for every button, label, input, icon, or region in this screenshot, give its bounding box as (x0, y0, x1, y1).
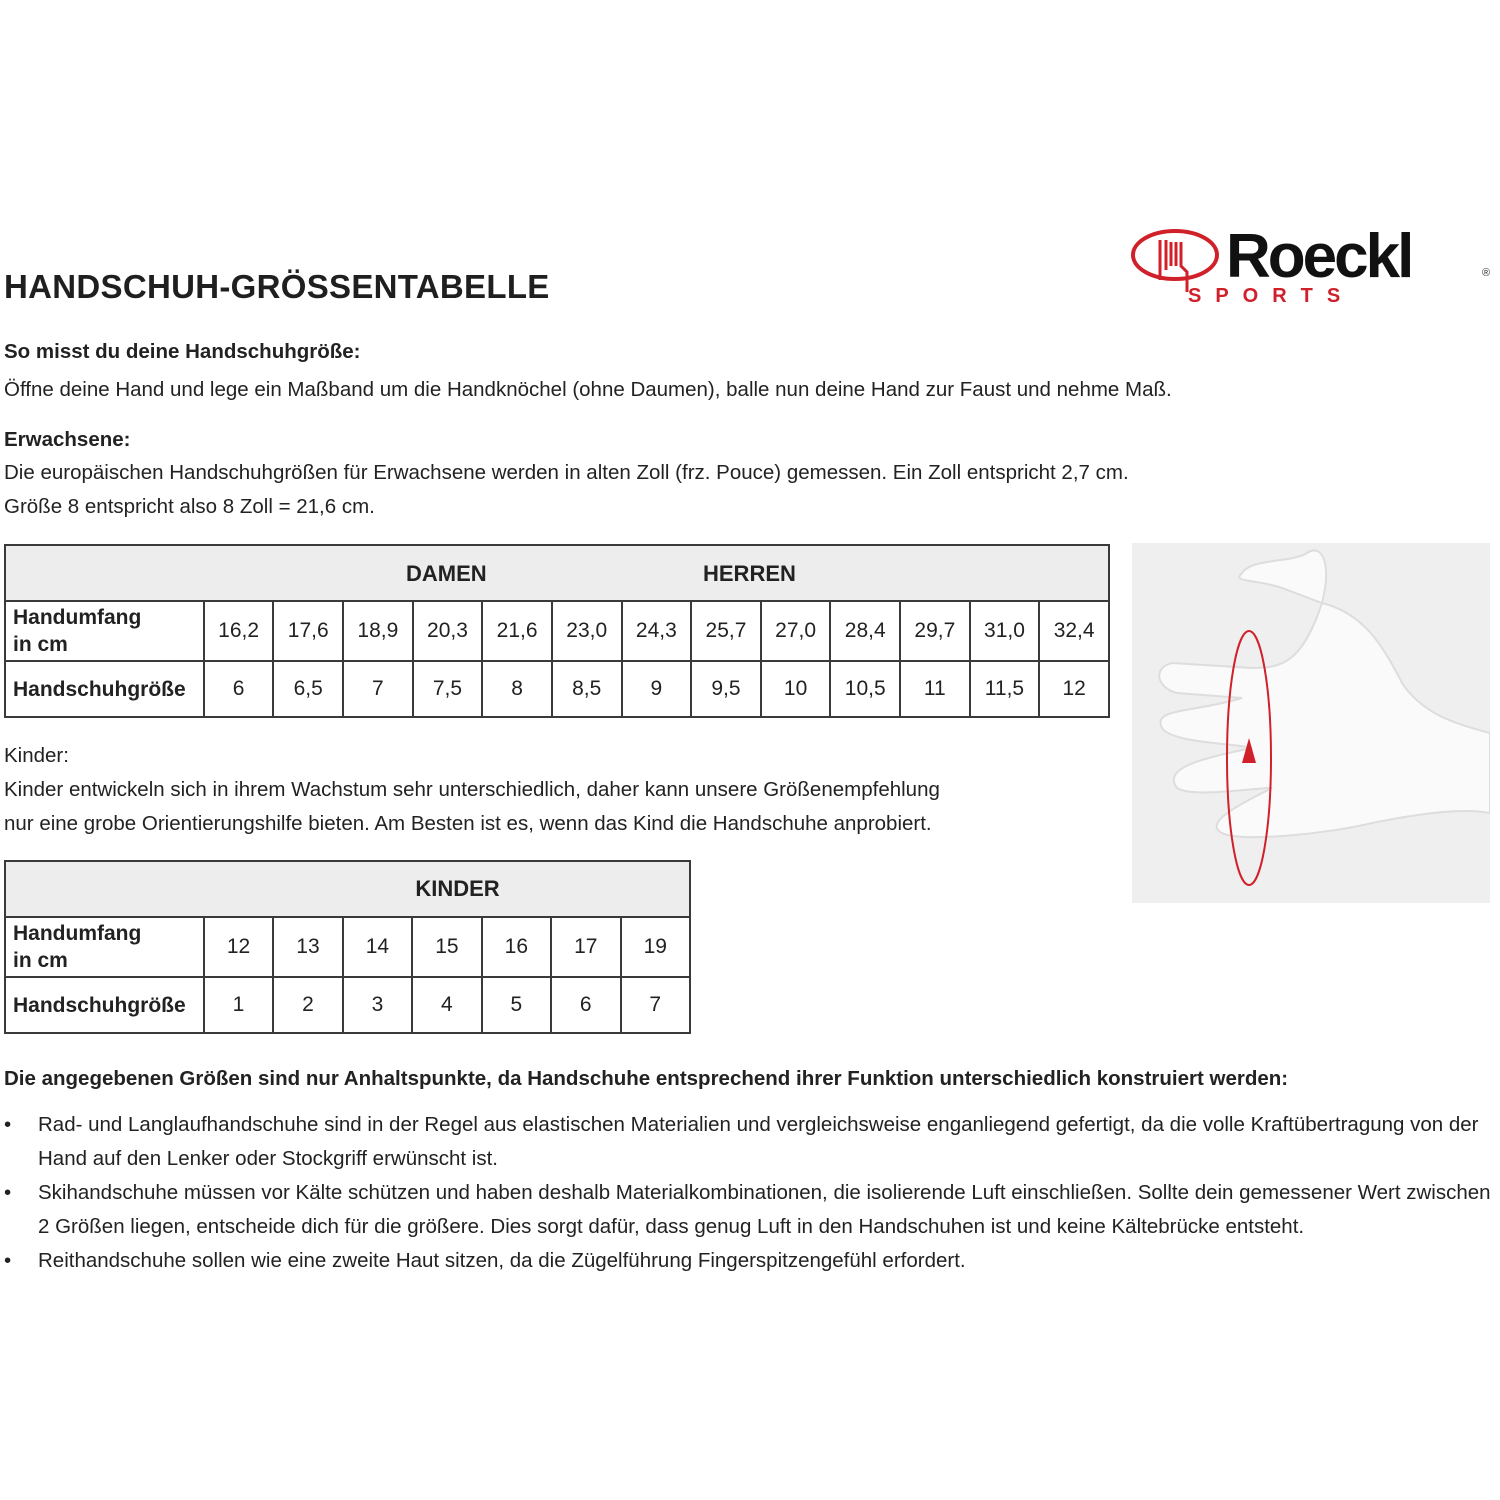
sizes-cell: 10 (759, 660, 832, 718)
sizes-cell: 1 (202, 976, 275, 1034)
sizes-cell: 7 (619, 976, 691, 1034)
roeckl-logo: Roeckl ® SPORTS (1130, 222, 1495, 307)
circumference-cell: 14 (341, 916, 414, 978)
sizes-cell: 4 (411, 976, 483, 1034)
row-label-circumference: Handumfang in cm (4, 600, 205, 662)
circumference-cell: 16 (480, 916, 553, 978)
sizes-cell: 7 (342, 660, 414, 718)
circumference-cell: 27,0 (759, 600, 832, 662)
row-label-circumference: Handumfang in cm (4, 916, 205, 978)
circumference-cell: 21,6 (481, 600, 553, 662)
svg-text:SPORTS: SPORTS (1188, 285, 1354, 307)
sizes-cell: 10,5 (829, 660, 902, 718)
sizes-cell: 3 (341, 976, 414, 1034)
circumference-cell: 25,7 (690, 600, 762, 662)
row-label-size: Handschuhgröße (4, 976, 205, 1034)
sizes-cell: 6 (202, 660, 275, 718)
adults-text-1: Die europäischen Handschuhgrößen für Erw… (4, 461, 1129, 484)
kids-text-1: Kinder entwickeln sich in ihrem Wachstum… (4, 778, 940, 801)
sizes-cell: 8,5 (550, 660, 623, 718)
measure-text: Öffne deine Hand und lege ein Maßband um… (4, 378, 1172, 401)
circumference-cell: 32,4 (1038, 600, 1110, 662)
circumference-cell: 19 (619, 916, 691, 978)
header-herren: HERREN (703, 561, 796, 586)
list-item: Skihandschuhe müssen vor Kälte schützen … (4, 1176, 1500, 1244)
sizes-cell: 8 (481, 660, 553, 718)
adult-table-header: DAMEN HERREN (4, 544, 1110, 602)
sizes-cell: 5 (480, 976, 553, 1034)
circumference-cell: 12 (202, 916, 275, 978)
header-damen: DAMEN (406, 561, 487, 586)
adults-heading: Erwachsene: (4, 428, 131, 451)
hand-measure-illustration (1132, 543, 1491, 903)
kids-size-table: KINDER Handumfang in cm 12 13 14 15 16 17 19 Ha… (4, 860, 691, 1034)
sizes-cell: 9 (620, 660, 693, 718)
adult-size-table: DAMEN HERREN Handumfang in cm 16,2 17,6 18,… (4, 544, 1110, 718)
svg-text:®: ® (1482, 267, 1490, 279)
circumference-cell: 24,3 (620, 600, 693, 662)
circumference-cell: 16,2 (202, 600, 275, 662)
sizes-cell: 6 (550, 976, 622, 1034)
circumference-cell: 17 (550, 916, 622, 978)
measure-heading: So misst du deine Handschuhgröße: (4, 340, 361, 363)
notes-heading: Die angegebenen Größen sind nur Anhaltsp… (4, 1067, 1289, 1090)
svg-text:Roeckl: Roeckl (1226, 222, 1411, 291)
sizes-cell: 6,5 (272, 660, 345, 718)
sizes-cell: 9,5 (690, 660, 762, 718)
list-item: Reithandschuhe sollen wie eine zweite Ha… (4, 1244, 1500, 1278)
circumference-cell: 17,6 (272, 600, 345, 662)
row-label-size: Handschuhgröße (4, 660, 205, 718)
circumference-cell: 23,0 (550, 600, 623, 662)
page-title: HANDSCHUH-GRÖSSENTABELLE (4, 268, 550, 305)
kids-heading: Kinder: (4, 744, 69, 767)
sizes-cell: 11 (899, 660, 971, 718)
sizes-cell: 2 (272, 976, 344, 1034)
circumference-cell: 29,7 (899, 600, 971, 662)
circumference-cell: 15 (411, 916, 483, 978)
sizes-cell: 7,5 (411, 660, 484, 718)
sizes-cell: 12 (1038, 660, 1110, 718)
notes-list: Rad- und Langlaufhandschuhe sind in der … (4, 1108, 1500, 1278)
circumference-cell: 28,4 (829, 600, 902, 662)
list-item: Rad- und Langlaufhandschuhe sind in der … (4, 1108, 1500, 1176)
kids-text-2: nur eine grobe Orientierungshilfe bieten… (4, 812, 932, 835)
circumference-cell: 13 (272, 916, 344, 978)
adults-text-2: Größe 8 entspricht also 8 Zoll = 21,6 cm… (4, 495, 375, 518)
circumference-cell: 31,0 (968, 600, 1041, 662)
sizes-cell: 11,5 (968, 660, 1041, 718)
header-kinder: KINDER (4, 860, 691, 918)
circumference-cell: 20,3 (411, 600, 484, 662)
circumference-cell: 18,9 (342, 600, 414, 662)
